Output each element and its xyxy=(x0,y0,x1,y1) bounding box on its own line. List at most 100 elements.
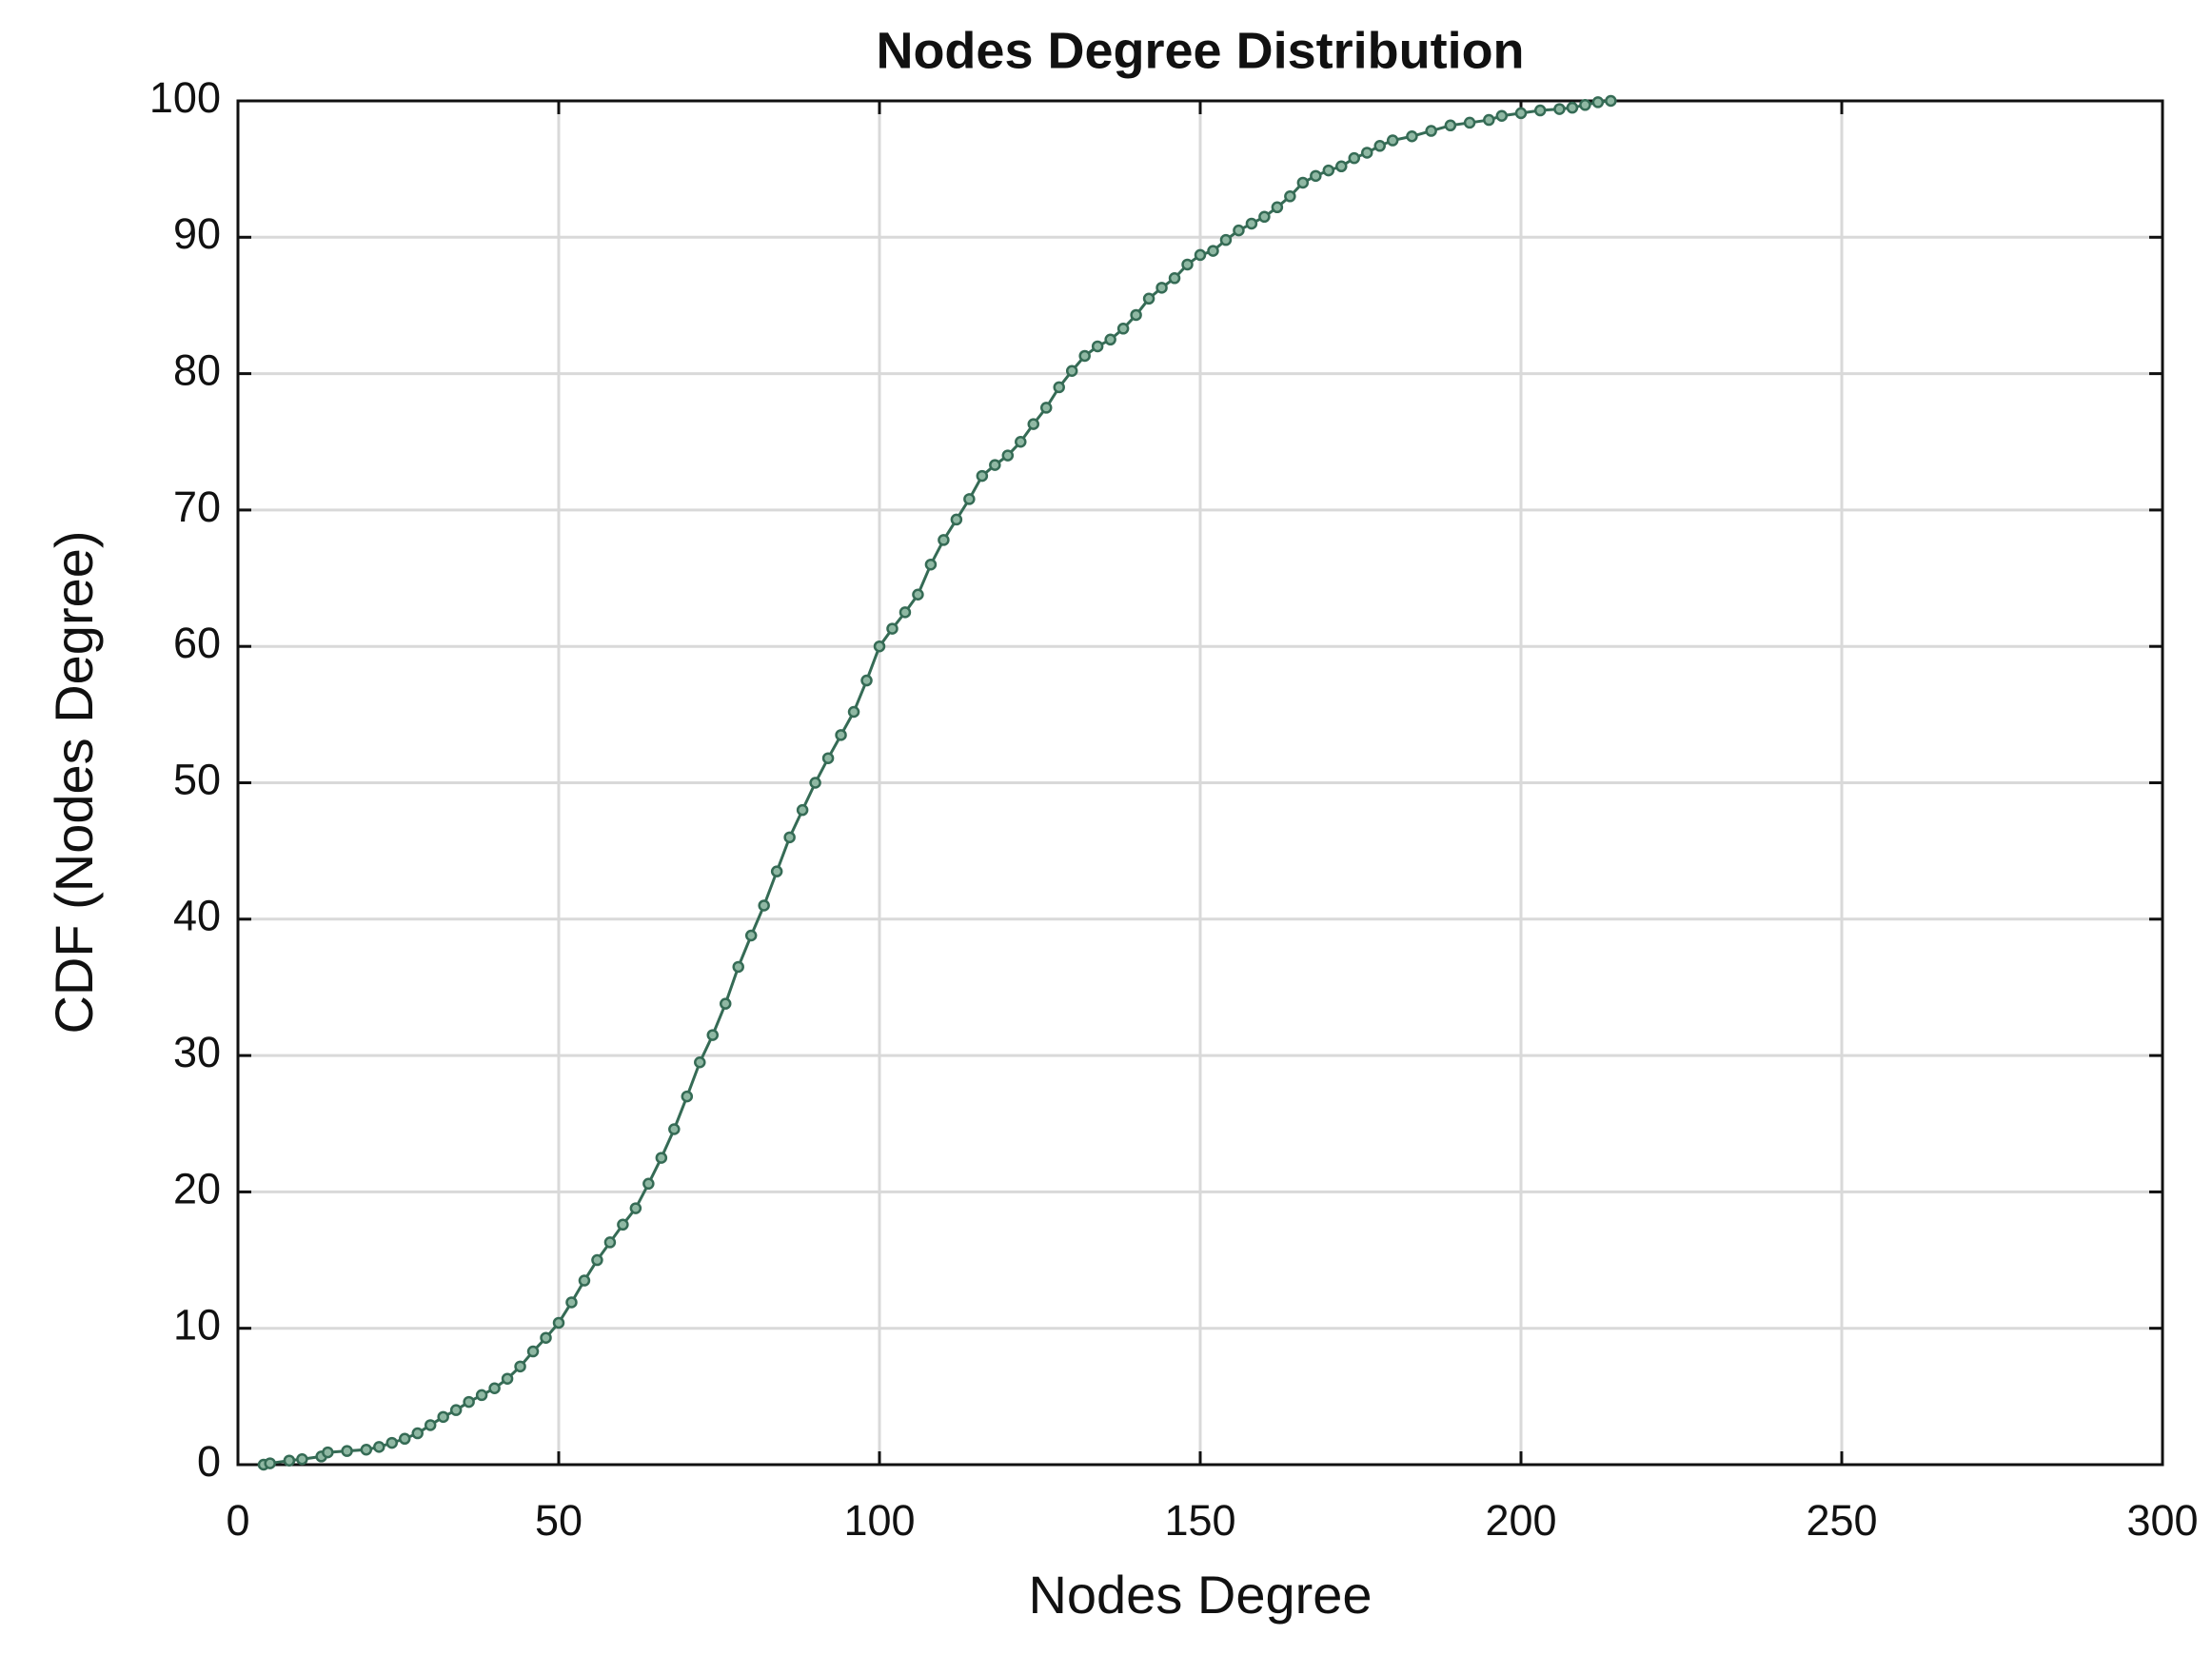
data-point xyxy=(385,1436,399,1449)
data-point xyxy=(322,1446,334,1459)
data-point xyxy=(526,1345,540,1358)
data-point xyxy=(873,640,886,653)
data-point xyxy=(796,803,809,817)
data-point xyxy=(809,777,821,789)
data-point xyxy=(1104,333,1116,346)
data-point xyxy=(1155,282,1168,294)
data-point xyxy=(578,1274,591,1287)
data-point xyxy=(668,1123,681,1135)
data-point xyxy=(1373,140,1386,152)
data-point xyxy=(1039,402,1053,414)
y-tick-label: 50 xyxy=(173,755,221,803)
data-point xyxy=(1130,308,1142,322)
data-point xyxy=(1181,258,1194,271)
data-point xyxy=(1360,147,1373,159)
data-point xyxy=(1284,190,1296,203)
data-point xyxy=(886,622,899,635)
data-point xyxy=(1591,96,1605,108)
data-point xyxy=(565,1296,578,1309)
data-point xyxy=(514,1360,526,1373)
data-point xyxy=(629,1202,642,1214)
y-tick-label: 60 xyxy=(173,619,221,667)
data-point xyxy=(847,705,860,719)
data-point xyxy=(783,831,796,844)
x-tick-label: 250 xyxy=(1806,1496,1877,1545)
data-point xyxy=(617,1218,629,1231)
y-tick-label: 10 xyxy=(173,1301,221,1350)
data-point xyxy=(1335,160,1348,173)
data-point xyxy=(770,865,783,877)
data-point xyxy=(449,1404,463,1416)
data-point xyxy=(360,1443,373,1456)
data-point xyxy=(1605,94,1617,108)
chart-title: Nodes Degree Distribution xyxy=(876,22,1524,79)
data-point xyxy=(1027,418,1040,430)
y-tick-label: 20 xyxy=(173,1164,221,1212)
data-point xyxy=(976,469,989,483)
data-point xyxy=(1142,292,1155,305)
x-tick-label: 150 xyxy=(1164,1496,1235,1545)
data-point xyxy=(1053,381,1065,394)
data-point xyxy=(264,1457,276,1469)
data-point xyxy=(1078,349,1091,363)
data-point xyxy=(540,1331,552,1344)
data-point xyxy=(694,1056,706,1069)
data-point xyxy=(912,588,924,601)
data-point xyxy=(424,1419,437,1431)
data-point xyxy=(398,1432,411,1446)
data-point xyxy=(1406,130,1418,143)
data-point xyxy=(758,899,770,912)
data-point xyxy=(860,674,873,687)
data-point xyxy=(591,1253,603,1267)
data-point xyxy=(1219,233,1233,246)
data-point xyxy=(1245,217,1258,230)
data-point xyxy=(899,606,912,619)
x-tick-label: 300 xyxy=(2126,1496,2198,1545)
x-tick-label: 50 xyxy=(535,1496,583,1545)
data-point xyxy=(1425,125,1437,137)
data-point xyxy=(1015,436,1027,448)
data-point xyxy=(1533,104,1547,117)
data-point xyxy=(552,1316,565,1330)
x-tick-label: 0 xyxy=(226,1496,249,1545)
data-point xyxy=(463,1395,475,1409)
x-tick-label: 100 xyxy=(843,1496,915,1545)
y-tick-label: 30 xyxy=(173,1028,221,1076)
data-point xyxy=(437,1410,449,1424)
y-tick-label: 80 xyxy=(173,345,221,394)
data-point xyxy=(963,493,976,505)
data-point xyxy=(681,1090,694,1103)
y-tick-label: 70 xyxy=(173,483,221,531)
data-point xyxy=(1386,134,1399,147)
data-point xyxy=(411,1427,424,1440)
data-point xyxy=(924,558,938,571)
data-point xyxy=(950,513,963,526)
x-tick-label: 200 xyxy=(1485,1496,1556,1545)
data-point xyxy=(1495,109,1509,123)
data-point xyxy=(655,1152,668,1164)
data-point xyxy=(1483,113,1495,127)
data-point xyxy=(1168,272,1181,285)
data-point xyxy=(1579,99,1591,111)
data-point xyxy=(835,729,847,741)
data-point xyxy=(1310,169,1322,183)
data-point xyxy=(1463,116,1476,129)
y-tick-label: 40 xyxy=(173,892,221,940)
y-tick-label: 90 xyxy=(173,209,221,258)
data-point xyxy=(706,1029,720,1041)
data-point xyxy=(719,997,732,1010)
data-point xyxy=(341,1445,353,1457)
plot-frame xyxy=(236,99,2164,1467)
data-point xyxy=(1514,107,1528,120)
data-point xyxy=(1001,449,1015,462)
data-point xyxy=(1116,323,1130,335)
data-point xyxy=(989,459,1001,471)
data-point xyxy=(642,1177,655,1191)
y-tick-label: 0 xyxy=(197,1437,221,1486)
data-point xyxy=(732,960,744,974)
data-point xyxy=(1271,201,1284,214)
data-point xyxy=(1233,224,1245,237)
data-point xyxy=(1322,164,1335,177)
data-point xyxy=(821,752,835,764)
